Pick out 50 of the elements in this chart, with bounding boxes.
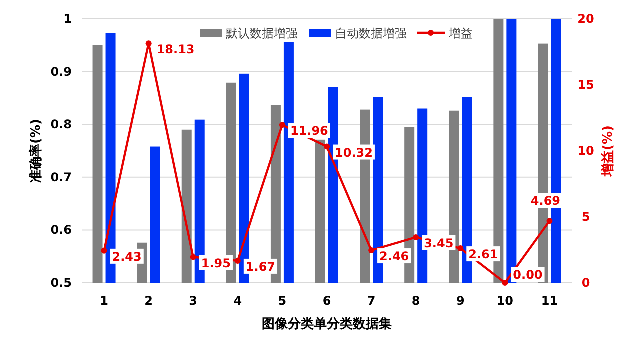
x-axis-title: 图像分类单分类数据集 xyxy=(262,316,392,332)
point xyxy=(234,258,241,264)
point xyxy=(101,248,108,254)
data-label: 3.45 xyxy=(424,236,454,250)
data-label: 11.96 xyxy=(290,124,328,138)
point xyxy=(502,280,508,286)
y-tick-label: 0.9 xyxy=(50,64,72,79)
legend-label: 增益 xyxy=(448,26,473,40)
y2-tick-label: 5 xyxy=(582,210,590,224)
point xyxy=(324,144,330,150)
data-label: 2.61 xyxy=(468,248,498,262)
x-tick-label: 1 xyxy=(100,294,108,308)
x-tick-label: 6 xyxy=(322,294,332,308)
data-label: 1.67 xyxy=(246,260,276,274)
legend-label: 默认数据增强 xyxy=(225,26,298,40)
x-tick-label: 3 xyxy=(189,294,198,308)
point xyxy=(368,248,375,254)
y2-axis-title: 增益(%) xyxy=(601,126,616,178)
point xyxy=(279,122,286,128)
x-tick-label: 2 xyxy=(144,294,153,308)
y-tick-label: 1 xyxy=(64,12,72,26)
data-label: 1.95 xyxy=(201,256,231,270)
x-tick-label: 4 xyxy=(234,294,242,308)
point xyxy=(413,234,420,240)
y2-tick-label: 0 xyxy=(582,276,590,290)
x-tick-label: 11 xyxy=(541,294,558,308)
y-tick-label: 0.8 xyxy=(50,118,72,132)
x-tick-label: 7 xyxy=(367,294,376,308)
x-tick-label: 10 xyxy=(496,294,514,308)
y2-tick-label: 15 xyxy=(578,78,594,92)
legend-label: 自动数据增强 xyxy=(335,26,407,40)
y2-tick-label: 10 xyxy=(578,144,594,158)
y-tick-label: 0.5 xyxy=(50,276,72,290)
y-tick-label: 0.7 xyxy=(50,170,72,184)
point xyxy=(190,254,196,260)
data-label: 2.46 xyxy=(380,250,410,264)
x-tick-label: 8 xyxy=(412,294,420,308)
data-label: 0.00 xyxy=(513,268,543,282)
point xyxy=(546,218,553,224)
point xyxy=(458,246,464,252)
x-tick-label: 9 xyxy=(456,294,465,308)
data-label: 18.13 xyxy=(156,42,195,57)
data-label: 10.32 xyxy=(335,146,373,160)
point xyxy=(146,40,152,47)
y-axis-title: 准确率(%) xyxy=(28,119,44,183)
y2-tick-label: 20 xyxy=(578,12,594,26)
data-label: 2.43 xyxy=(112,250,142,264)
y-tick-label: 0.6 xyxy=(50,223,72,238)
data-label: 4.69 xyxy=(530,194,561,208)
x-tick-label: 5 xyxy=(278,294,287,308)
